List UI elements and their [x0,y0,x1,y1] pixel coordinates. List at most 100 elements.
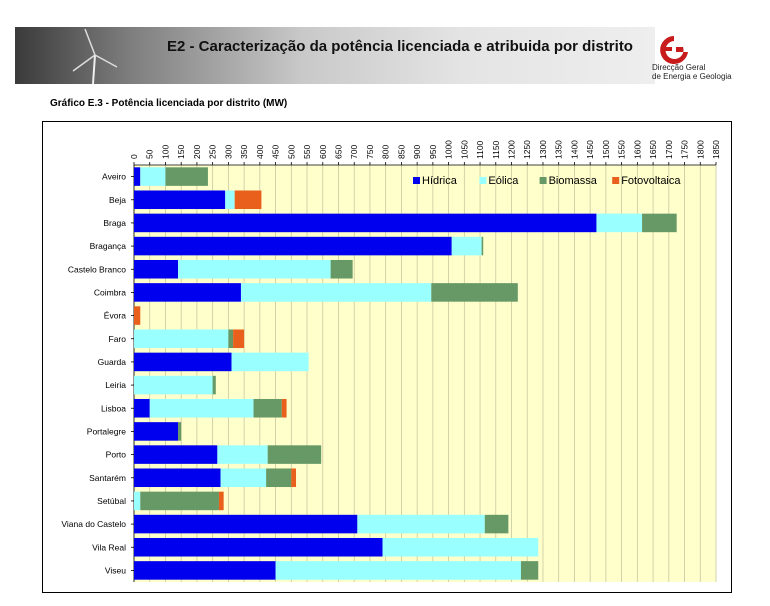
legend-label: Fotovoltaica [621,175,681,187]
plot-area [134,165,716,582]
bar-segment [134,398,150,418]
x-tick-label: 0 [129,154,139,159]
bar-segment [134,445,218,464]
chart-caption: Gráfico E.3 - Potência licenciada por di… [50,98,288,109]
x-tick-label: 1100 [475,140,485,159]
legend-swatch [612,177,620,184]
bar-segment [217,445,268,464]
logo-line-1: Direcção Geral [652,63,706,72]
bar-segment [218,491,224,511]
x-tick-label: 350 [239,145,249,159]
bar-segment [240,283,432,302]
category-label: Évora [104,311,126,321]
logo-line-2: de Energia e Geologia [652,72,732,81]
legend-swatch [413,177,420,184]
x-tick-label: 1250 [522,140,532,159]
x-tick-label: 1400 [569,140,579,159]
bar-segment [134,468,221,488]
category-label: Porto [106,450,127,460]
bar-segment [291,468,297,488]
legend-label: Hídrica [422,175,458,187]
x-tick-label: 200 [192,145,202,159]
bar-segment [134,167,141,186]
x-tick-label: 1300 [538,140,548,159]
bar-segment [134,352,232,372]
bar-segment [165,167,208,186]
x-tick-label: 1350 [554,140,564,159]
x-tick-label: 1050 [459,140,469,159]
chart-frame: 0 50 100 150 200 250 300 350 400 450 500 550 600 650 7… [42,121,732,593]
bar-segment [134,375,213,395]
bar-segment [231,352,309,372]
x-tick-label: 250 [208,145,218,159]
x-tick-label: 100 [160,145,170,159]
bar-segment [330,259,353,279]
x-tick-label: 600 [318,145,328,159]
bar-segment [225,190,235,210]
bar-segment [266,468,292,488]
x-tick-label: 850 [396,145,406,159]
bar-segment [212,375,216,395]
bar-segment [267,445,322,464]
bar-segment [134,306,141,325]
bar-segment [481,236,484,256]
bar-segment [281,398,287,418]
x-tick-label: 1850 [711,140,721,159]
wind-turbine-image [72,28,118,84]
header-banner [15,27,655,84]
x-tick-label: 900 [412,145,422,159]
bar-segment [134,537,383,557]
x-tick-label: 1200 [507,140,517,159]
category-label: Santarém [89,473,126,483]
x-tick-label: 1700 [664,140,674,159]
bar-segment [134,236,452,256]
dgeg-logo [660,36,688,64]
category-label: Aveiro [102,172,126,182]
x-tick-label: 800 [381,145,391,159]
x-tick-label: 400 [255,145,265,159]
category-label: Coimbra [94,287,126,297]
bar-segment [134,561,276,580]
x-tick-label: 1650 [648,140,658,159]
bar-segment [596,213,643,233]
bar-segment [140,491,219,511]
x-tick-label: 750 [365,145,375,159]
x-tick-label: 450 [271,145,281,159]
x-tick-label: 1000 [444,140,454,159]
category-label: Viseu [105,565,126,575]
bar-segment [234,190,262,210]
x-tick-label: 550 [302,145,312,159]
category-label: Beja [109,195,126,205]
legend-label: Biomassa [549,175,598,187]
category-label: Viana do Castelo [61,519,126,529]
legend-swatch [479,177,487,184]
bar-segment [178,422,182,441]
bar-segment [134,491,141,511]
category-label: Setúbal [97,496,126,506]
x-tick-label: 950 [428,145,438,159]
bar-segment [178,259,331,279]
bar-segment [134,259,179,279]
category-label: Braga [103,218,126,228]
x-tick-label: 50 [145,149,155,159]
x-tick-label: 1800 [695,140,705,159]
x-tick-label: 1150 [491,140,501,159]
bar-segment [149,398,254,418]
category-label: Faro [109,334,127,344]
bar-segment [275,561,521,580]
x-tick-label: 1450 [585,140,595,159]
x-tick-label: 300 [223,145,233,159]
bar-segment [253,398,282,418]
bar-segment [642,213,677,233]
bar-segment [134,422,179,441]
bar-segment [484,514,509,534]
legend-swatch [539,177,547,184]
category-label: Lisboa [101,403,126,413]
category-label: Vila Real [92,542,126,552]
category-label: Castelo Branco [68,264,126,274]
bar-segment [382,537,539,557]
bar-segment [140,167,166,186]
x-tick-label: 1600 [632,140,642,159]
bar-segment [134,514,358,534]
bar-segment [357,514,485,534]
